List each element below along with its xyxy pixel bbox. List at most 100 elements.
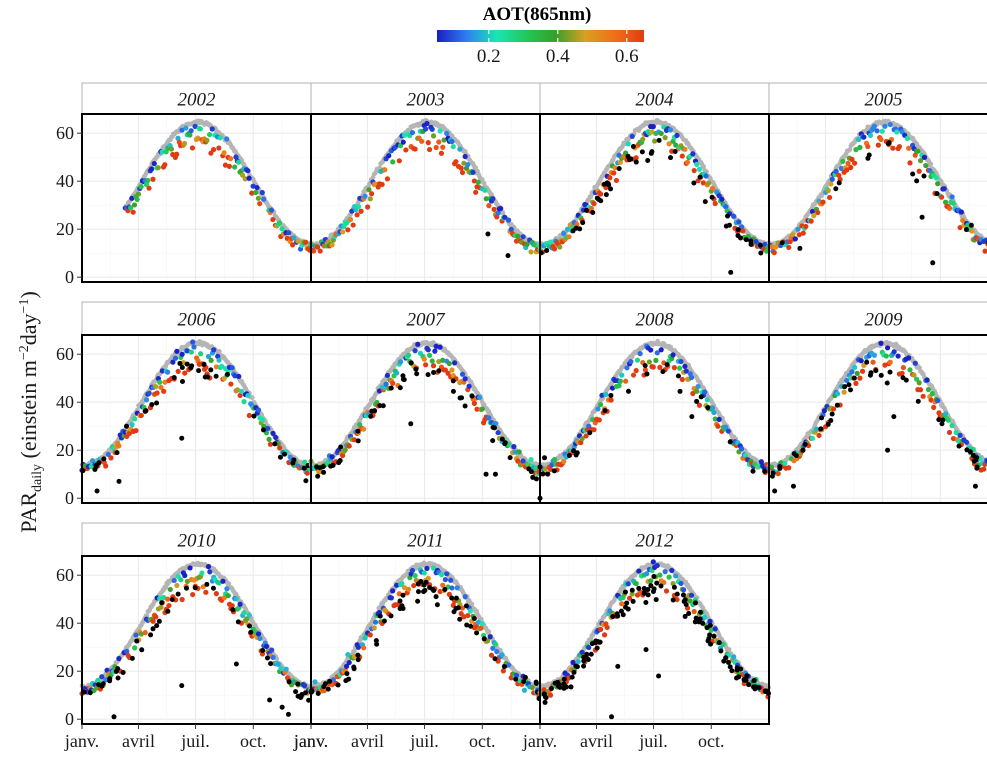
aot-point xyxy=(444,571,449,576)
x-tick-label: juil. xyxy=(409,731,439,751)
no-aot-point xyxy=(869,370,874,375)
no-aot-point xyxy=(336,682,341,687)
no-aot-point xyxy=(451,378,456,383)
aot-point xyxy=(740,228,745,233)
no-aot-point xyxy=(124,424,129,429)
no-aot-point xyxy=(414,371,419,376)
no-aot-point xyxy=(398,599,403,604)
no-aot-point xyxy=(584,208,589,213)
no-aot-point xyxy=(286,712,291,717)
aot-point xyxy=(888,360,893,365)
no-aot-point xyxy=(777,464,782,469)
aot-point xyxy=(626,581,631,586)
aot-point xyxy=(361,427,366,432)
no-aot-point xyxy=(570,675,575,680)
no-aot-point xyxy=(735,233,740,238)
aot-point xyxy=(648,578,653,583)
aot-point xyxy=(427,353,432,358)
no-aot-point xyxy=(744,237,749,242)
no-aot-point xyxy=(710,195,715,200)
aot-point xyxy=(198,351,203,356)
aot-point xyxy=(203,590,208,595)
aot-point xyxy=(273,435,278,440)
no-aot-point xyxy=(523,675,528,680)
no-aot-point xyxy=(636,586,641,591)
aot-point xyxy=(158,605,163,610)
no-aot-point xyxy=(298,695,303,700)
no-aot-point xyxy=(143,409,148,414)
no-aot-point xyxy=(500,437,505,442)
no-aot-point xyxy=(584,656,589,661)
aot-point xyxy=(247,413,252,418)
x-tick-label: janv. xyxy=(64,731,99,751)
no-aot-point xyxy=(770,474,775,479)
no-aot-point xyxy=(265,655,270,660)
no-aot-point xyxy=(864,360,869,365)
aot-point xyxy=(477,395,482,400)
aot-point xyxy=(103,463,108,468)
aot-point xyxy=(935,181,940,186)
aot-point xyxy=(135,197,140,202)
no-aot-point xyxy=(826,422,831,427)
no-aot-point xyxy=(424,580,429,585)
no-aot-point xyxy=(493,472,498,477)
aot-point xyxy=(260,417,265,422)
aot-point xyxy=(772,250,777,255)
aot-point xyxy=(182,370,187,375)
aot-point xyxy=(224,586,229,591)
no-aot-point xyxy=(542,455,547,460)
aot-point xyxy=(882,124,887,129)
no-aot-point xyxy=(252,414,257,419)
aot-point xyxy=(870,360,875,365)
no-aot-point xyxy=(964,447,969,452)
aot-point xyxy=(131,210,136,215)
aot-point xyxy=(149,166,154,171)
aot-point xyxy=(586,645,591,650)
no-aot-point xyxy=(634,160,639,165)
facet-strip-label: 2004 xyxy=(636,90,675,111)
aot-point xyxy=(226,593,231,598)
aot-point xyxy=(173,356,178,361)
aot-point xyxy=(782,461,787,466)
aot-point xyxy=(530,685,535,690)
aot-point xyxy=(211,147,216,152)
aot-point xyxy=(278,666,283,671)
legend-tick-label: 0.4 xyxy=(546,46,570,67)
aot-point xyxy=(524,242,529,247)
aot-point xyxy=(885,345,890,350)
no-aot-point xyxy=(338,445,343,450)
x-tick-label: oct. xyxy=(469,731,496,751)
no-aot-point xyxy=(703,199,708,204)
aot-point xyxy=(422,357,427,362)
aot-point xyxy=(786,245,791,250)
no-aot-point xyxy=(415,599,420,604)
aot-point xyxy=(826,188,831,193)
aot-point xyxy=(857,376,862,381)
aot-point xyxy=(827,195,832,200)
aot-point xyxy=(411,583,416,588)
no-aot-point xyxy=(398,385,403,390)
aot-point xyxy=(355,212,360,217)
aot-point xyxy=(216,358,221,363)
aot-point xyxy=(884,353,889,358)
no-aot-point xyxy=(569,684,574,689)
aot-point xyxy=(852,365,857,370)
aot-point xyxy=(598,191,603,196)
no-aot-point xyxy=(211,586,216,591)
aot-point xyxy=(403,147,408,152)
aot-point xyxy=(623,379,628,384)
no-aot-point xyxy=(643,363,648,368)
aot-point xyxy=(841,390,846,395)
no-aot-point xyxy=(606,181,611,186)
aot-point xyxy=(463,376,468,381)
aot-point xyxy=(659,131,664,136)
no-aot-point xyxy=(780,240,785,245)
aot-point xyxy=(710,186,715,191)
aot-point xyxy=(426,347,431,352)
aot-point xyxy=(713,626,718,631)
aot-point xyxy=(951,201,956,206)
no-aot-point xyxy=(203,375,208,380)
no-aot-point xyxy=(355,653,360,658)
